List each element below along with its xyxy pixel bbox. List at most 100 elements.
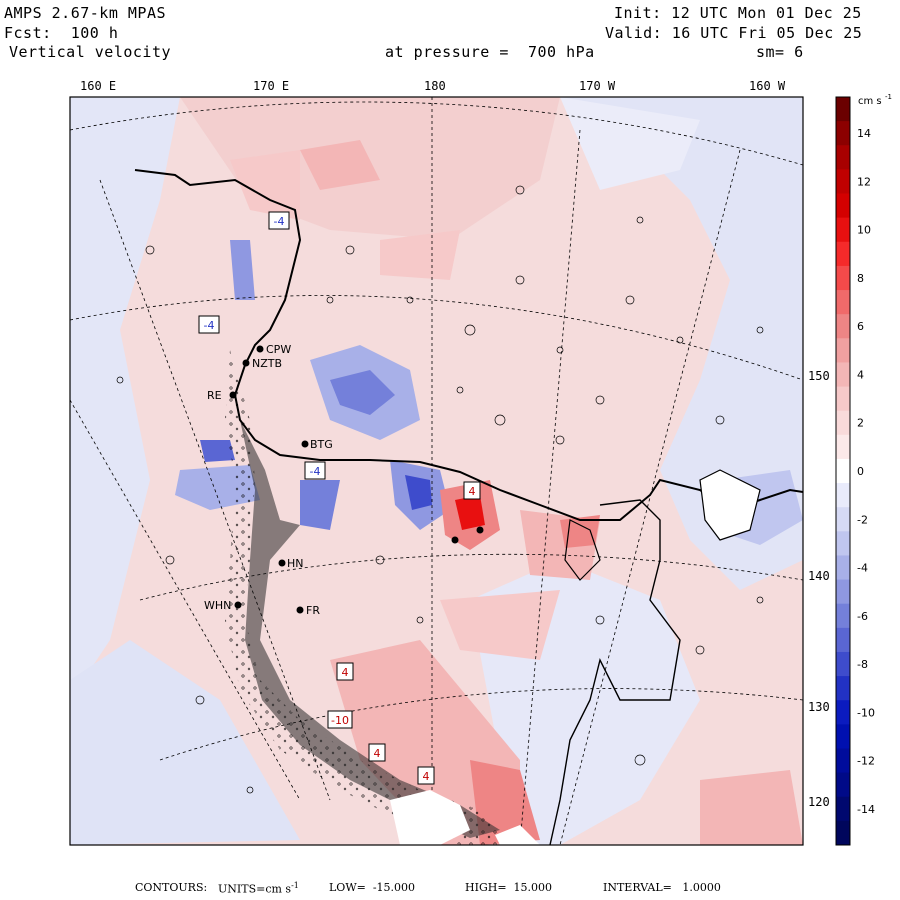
- ocean-subsidence-region: [560, 97, 803, 590]
- footer-units: UNITS=cm s-1: [218, 881, 299, 896]
- colorbar-frame: [835, 96, 851, 846]
- colorbar-units: cm s: [858, 96, 882, 107]
- west-subsidence-region: [70, 97, 180, 700]
- colorbar-tick-label: 0: [857, 465, 864, 478]
- colorbar-tick-label: -6: [857, 610, 868, 623]
- map-panel: [70, 97, 803, 845]
- colorbar-swatch: [836, 434, 850, 460]
- colorbar-swatch: [836, 386, 850, 412]
- colorbar-swatch: [836, 555, 850, 581]
- colorbar-tick-label: -14: [857, 803, 875, 816]
- colorbar-tick-label: -12: [857, 755, 875, 768]
- max-marker: 4: [374, 747, 381, 760]
- colorbar-swatch: [836, 241, 850, 267]
- station-dot: [229, 391, 237, 399]
- colorbar-tick-label: 6: [857, 320, 864, 333]
- lon-label: 180: [424, 79, 446, 93]
- footer-high: HIGH= 15.000: [465, 881, 553, 894]
- station-label: CPW: [266, 343, 291, 356]
- footer-contours-label: CONTOURS:: [135, 881, 208, 894]
- field-name: Vertical velocity: [9, 43, 172, 61]
- min-marker: -4: [310, 465, 321, 478]
- contour-loops: [116, 185, 764, 794]
- colorbar-swatch: [836, 338, 850, 363]
- init-time: Init: 12 UTC Mon 01 Dec 25: [614, 4, 862, 22]
- lon-label: 170 E: [253, 79, 289, 93]
- colorbar-swatch: [836, 796, 850, 822]
- max-marker: 4: [423, 770, 430, 783]
- colorbar-tick-label: -2: [857, 513, 868, 526]
- southwest-region: [70, 640, 300, 845]
- colorbar-swatch: [836, 265, 850, 291]
- colorbar-tick-label: -4: [857, 562, 868, 575]
- extrema-layer: -4 -4 -4 4 4 -10 4 4: [198, 211, 481, 785]
- colorbar-swatch: [836, 121, 850, 146]
- colorbar-swatch: [836, 603, 850, 629]
- colorbar-swatch: [836, 314, 850, 339]
- colorbar-tick-label: 12: [857, 175, 871, 188]
- colorbar-swatch: [836, 676, 850, 701]
- ice-rise: [699, 469, 761, 541]
- colorbar-swatch: [836, 193, 850, 219]
- colorbar-swatch: [836, 410, 850, 436]
- colorbar-tick-label: 8: [857, 272, 864, 285]
- colorbar-swatch: [836, 97, 850, 122]
- smoothing-value: sm= 6: [756, 43, 804, 61]
- station-dot: [242, 359, 250, 367]
- colorbar-tick-label: -10: [857, 706, 875, 719]
- colorbar-tick-label: 4: [857, 368, 864, 381]
- colorbar-tick-label: -8: [857, 658, 868, 671]
- min-marker: -10: [331, 714, 349, 727]
- colorbar-swatch: [836, 169, 850, 195]
- lon-label: 170 W: [579, 79, 616, 93]
- min-marker: -4: [204, 319, 215, 332]
- colorbar-swatch: [836, 483, 850, 508]
- ice-shelf-edge: [549, 499, 681, 845]
- lon-label: 160 E: [80, 79, 116, 93]
- station-label: BTG: [310, 438, 333, 451]
- colorbar-swatch: [836, 531, 850, 556]
- colorbar-swatch: [836, 579, 850, 605]
- max-marker: 4: [342, 666, 349, 679]
- colorbar-tick-label: 2: [857, 417, 864, 430]
- station-dot: [301, 440, 309, 448]
- lon-label: 160 W: [749, 79, 786, 93]
- map-frame: [69, 96, 804, 846]
- colorbar-swatch: [836, 217, 850, 243]
- station-label: NZTB: [252, 357, 282, 370]
- colorbar-swatch: [836, 651, 850, 677]
- pressure-level: at pressure = 700 hPa: [385, 43, 595, 61]
- station-label: RE: [207, 389, 222, 402]
- station-label: HN: [287, 557, 304, 570]
- colorbar-tick-label: 10: [857, 224, 871, 237]
- colorbar-swatches: [835, 96, 851, 846]
- colorbar-units-exponent: -1: [885, 93, 892, 101]
- graticule: [70, 97, 803, 845]
- colorbar-swatch: [836, 772, 850, 798]
- colorbar-swatch: [836, 724, 850, 749]
- footer-interval: INTERVAL= 1.0000: [603, 881, 721, 894]
- station-dot: [234, 601, 242, 609]
- valid-time: Valid: 16 UTC Fri 05 Dec 25: [605, 24, 863, 42]
- colorbar-swatch: [836, 627, 850, 653]
- colorbar-swatch: [836, 700, 850, 725]
- missing-data-area: [390, 790, 470, 845]
- colorbar-swatch: [836, 290, 850, 315]
- colorbar-swatch: [836, 748, 850, 774]
- colorbar-swatch: [836, 145, 850, 170]
- colorbar-swatch: [836, 820, 850, 846]
- station-label: WHN: [204, 599, 231, 612]
- max-marker: 4: [469, 485, 476, 498]
- footer-low: LOW= -15.000: [329, 881, 416, 894]
- colorbar-swatch: [836, 507, 850, 532]
- colorbar: 14 12 10 8 6 4 2 0 -2 -4 -6 -8 -10 -12 -14 cm s -1: [835, 93, 892, 846]
- station-dot: [278, 559, 286, 567]
- station-layer: CPW NZTB RE BTG HN WHN FR: [204, 343, 484, 617]
- colorbar-tick-label: 14: [857, 127, 871, 140]
- min-marker: -4: [274, 215, 285, 228]
- station-label: FR: [306, 604, 320, 617]
- colorbar-labels: 14 12 10 8 6 4 2 0 -2 -4 -6 -8 -10 -12 -14: [857, 127, 875, 816]
- coastline: [134, 169, 803, 521]
- colorbar-swatch: [836, 362, 850, 388]
